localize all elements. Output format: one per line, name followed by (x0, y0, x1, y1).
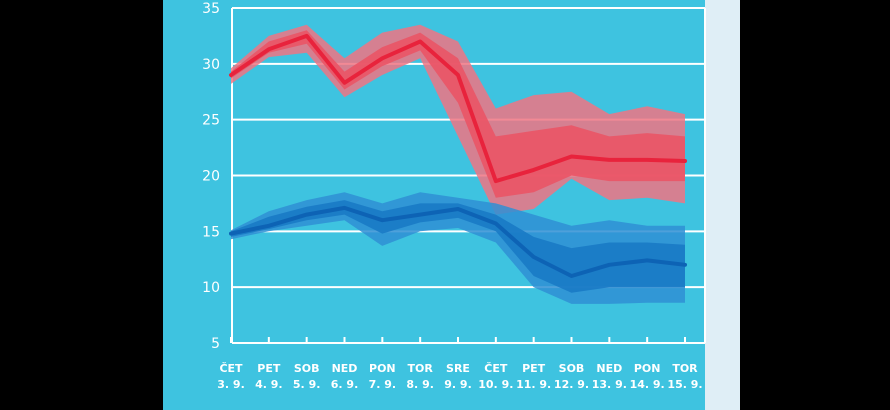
x-tick-label-date: 7. 9. (369, 378, 397, 391)
x-tick-label-day: TOR (672, 362, 698, 375)
x-tick-label-day: NED (596, 362, 622, 375)
x-tick-label-date: 14. 9. (630, 378, 665, 391)
x-tick-label-day: SOB (559, 362, 585, 375)
x-tick-label-date: 3. 9. (217, 378, 245, 391)
y-axis-ticks: 5 10 15 20 25 30 35 (202, 1, 220, 352)
x-tick-label-day: PET (522, 362, 546, 375)
x-axis-ticks: ČET 3. 9. PET 4. 9. SOB 5. 9. NED 6. 9. PON 7. 9.… (217, 362, 702, 391)
x-tick-label-date: 12. 9. (554, 378, 589, 391)
x-tick-label-day: NED (332, 362, 358, 375)
y-tick-label: 5 (211, 336, 220, 352)
x-tick-label-date: 9. 9. (444, 378, 472, 391)
series-lines (229, 33, 687, 278)
x-tick-label-day: PON (369, 362, 396, 375)
y-tick-label: 20 (202, 169, 220, 185)
x-tick-label-day: SOB (294, 362, 320, 375)
x-tick-label-date: 4. 9. (255, 378, 282, 391)
x-tick-label-day: ČET (219, 362, 243, 375)
x-tick-label-day: SRE (446, 362, 470, 375)
y-tick-label: 25 (202, 113, 220, 129)
y-tick-label: 35 (202, 1, 220, 17)
x-tick-label-day: PET (257, 362, 281, 375)
y-tick-label: 10 (202, 280, 220, 296)
x-tick-label-date: 15. 9. (667, 378, 702, 391)
x-tick-label-date: 10. 9. (478, 378, 513, 391)
temperature-forecast-chart: 5 10 15 20 25 30 35 ČET 3. 9. PET 4. 9. SOB 5. 9. NE… (163, 0, 706, 410)
x-tick-label-date: 6. 9. (331, 378, 359, 391)
x-tick-label-day: ČET (484, 362, 508, 375)
y-tick-label: 15 (202, 224, 220, 240)
x-tick-label-date: 8. 9. (406, 378, 434, 391)
series-1-inner-band (231, 200, 685, 293)
x-tick-label-day: TOR (408, 362, 434, 375)
y-tick-label: 30 (202, 57, 220, 73)
x-tick-label-date: 5. 9. (293, 378, 321, 391)
x-tick-label-date: 11. 9. (516, 378, 551, 391)
x-tick-label-day: PON (634, 362, 661, 375)
x-tick-label-date: 13. 9. (592, 378, 627, 391)
